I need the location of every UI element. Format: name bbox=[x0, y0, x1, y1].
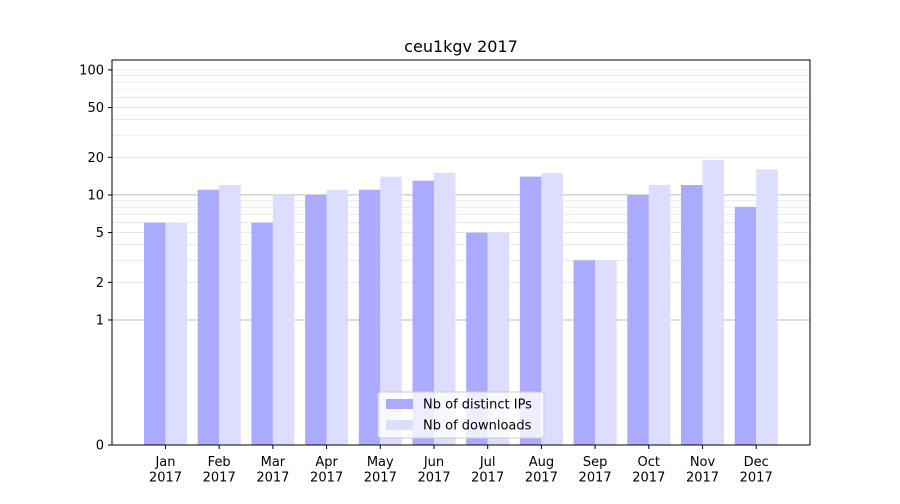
legend-box bbox=[377, 391, 545, 439]
bar-distinct-ips bbox=[573, 260, 596, 445]
x-tick-label: 2017 bbox=[740, 471, 773, 486]
x-tick-label: Feb bbox=[208, 455, 231, 470]
y-tick-label: 0 bbox=[96, 439, 104, 454]
bar-distinct-ips bbox=[251, 222, 273, 445]
bar-downloads bbox=[219, 185, 241, 445]
y-tick-label: 10 bbox=[87, 188, 104, 203]
x-tick-label: 2017 bbox=[579, 471, 612, 486]
bar-distinct-ips bbox=[197, 189, 220, 445]
x-tick-label: Jul bbox=[479, 455, 496, 470]
bar-downloads bbox=[648, 185, 671, 445]
x-tick-label: 2017 bbox=[256, 471, 289, 486]
bar-distinct-ips bbox=[627, 194, 649, 445]
bar-downloads bbox=[595, 260, 617, 445]
x-tick-label: Nov bbox=[690, 455, 716, 470]
x-tick-label: Apr bbox=[315, 455, 338, 470]
plot-frame bbox=[111, 59, 811, 446]
x-tick-label: May bbox=[367, 455, 394, 470]
x-tick-label: Mar bbox=[261, 455, 286, 470]
bar-downloads bbox=[165, 222, 187, 445]
bar-distinct-ips bbox=[412, 180, 434, 445]
legend-label-downloads: Nb of downloads bbox=[423, 419, 532, 434]
y-axis: 0 1 2 5 10 20 50 100 bbox=[79, 63, 112, 454]
y-tick-label: 100 bbox=[79, 63, 104, 78]
x-tick-label: Aug bbox=[529, 455, 554, 470]
bar-distinct-ips bbox=[305, 194, 327, 445]
bar-downloads bbox=[541, 172, 563, 445]
bar-distinct-ips bbox=[734, 207, 757, 445]
y-tick-label: 5 bbox=[96, 226, 104, 241]
chart-title: ceu1kgv 2017 bbox=[404, 37, 518, 56]
x-tick-label: 2017 bbox=[149, 471, 182, 486]
legend-swatch-downloads bbox=[386, 420, 413, 430]
x-tick-label: 2017 bbox=[364, 471, 397, 486]
y-tick-label: 2 bbox=[96, 276, 104, 291]
bar-distinct-ips bbox=[144, 222, 166, 445]
bar-distinct-ips bbox=[519, 176, 542, 445]
legend-label-ips: Nb of distinct IPs bbox=[423, 398, 532, 413]
x-axis: Jan2017Feb2017Mar2017Apr2017May2017Jun20… bbox=[149, 445, 773, 486]
x-tick-label: 2017 bbox=[310, 471, 343, 486]
x-tick-label: 2017 bbox=[686, 471, 719, 486]
bar-downloads bbox=[380, 176, 402, 445]
bar-downloads bbox=[702, 160, 724, 445]
x-tick-label: 2017 bbox=[471, 471, 504, 486]
x-tick-label: 2017 bbox=[632, 471, 665, 486]
x-tick-label: Jan bbox=[154, 455, 175, 470]
x-tick-label: Oct bbox=[638, 455, 660, 470]
x-tick-label: 2017 bbox=[417, 471, 450, 486]
bar-downloads bbox=[326, 189, 349, 445]
x-tick-label: 2017 bbox=[203, 471, 236, 486]
x-tick-label: Dec bbox=[744, 455, 769, 470]
bar-downloads bbox=[272, 194, 295, 445]
bar-downloads bbox=[434, 172, 456, 445]
bar-distinct-ips bbox=[681, 185, 703, 445]
y-tick-label: 1 bbox=[96, 313, 104, 328]
x-tick-label: Sep bbox=[583, 455, 608, 470]
bar-downloads bbox=[756, 169, 778, 445]
legend: Nb of distinct IPs Nb of downloads bbox=[377, 391, 545, 439]
y-tick-label: 50 bbox=[87, 101, 104, 116]
x-tick-label: Jun bbox=[423, 455, 444, 470]
x-tick-label: 2017 bbox=[525, 471, 558, 486]
bar-distinct-ips bbox=[358, 189, 381, 445]
legend-swatch-ips bbox=[386, 399, 413, 409]
y-tick-label: 20 bbox=[87, 151, 104, 166]
